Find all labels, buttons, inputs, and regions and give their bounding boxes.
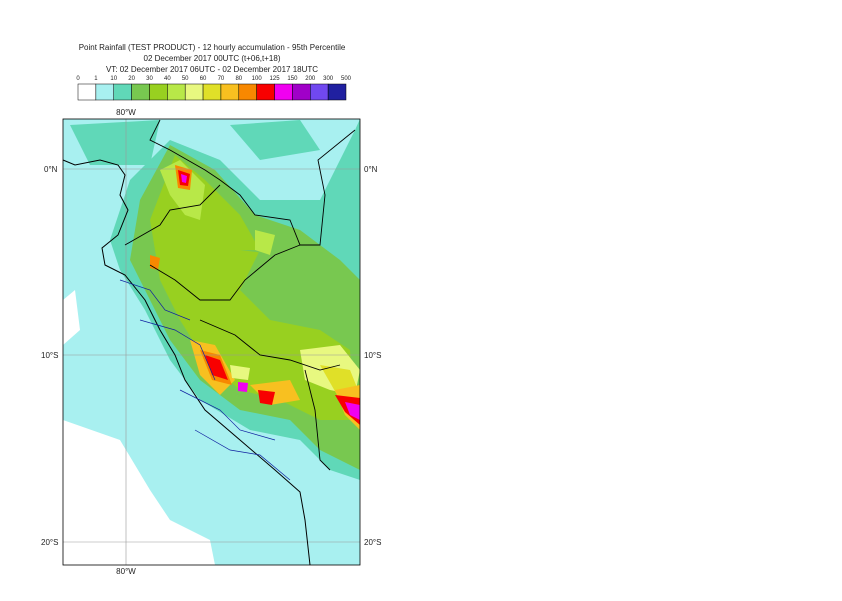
legend-label: 125: [270, 76, 281, 82]
rainfall-area: [160, 160, 205, 220]
legend-swatch: [95, 83, 114, 101]
map-overlay: 0°N 0°N 10°S 10°S 20°S 20°S 80°W 80°W: [41, 108, 381, 576]
rainfall-area: [230, 365, 250, 380]
map: [63, 119, 360, 565]
rainfall-area: [63, 290, 80, 345]
legend-label: 150: [287, 76, 298, 82]
coastline: [62, 159, 311, 566]
legend-swatch: [256, 83, 275, 101]
lat-label: 10°S: [41, 351, 58, 360]
subtitle: 02 December 2017 00UTC (t+06,t+18): [144, 54, 281, 63]
legend-label: 10: [110, 76, 117, 82]
legend-label: 300: [323, 76, 334, 82]
legend-swatch: [274, 83, 293, 101]
legend-swatch: [77, 83, 97, 101]
border: [124, 184, 341, 471]
lon-label: 80°W: [116, 567, 136, 576]
rainfall-area: [205, 355, 228, 380]
rainfall-area: [345, 402, 360, 420]
map-frame: [62, 118, 361, 566]
legend-swatch: [131, 83, 150, 101]
rainfall-area: [230, 120, 320, 160]
border: [149, 119, 356, 246]
rainfall-area: [250, 380, 300, 405]
legend-swatch: [220, 83, 240, 101]
rainfall-area: [240, 250, 360, 320]
lat-label: 0°N: [364, 165, 378, 174]
region-border: [119, 279, 291, 481]
lat-label: 20°S: [41, 538, 58, 547]
legend-swatch: [113, 83, 132, 101]
legend: 0 1 10 20 30 40 50 60 70 80 100 125 150 200 300 500: [76, 76, 352, 101]
legend-label: 500: [341, 76, 352, 82]
legend-swatch: [292, 83, 311, 101]
valid-time: VT: 02 December 2017 06UTC - 02 December…: [106, 65, 318, 74]
legend-label: 20: [128, 76, 135, 82]
legend-label: 60: [200, 76, 207, 82]
legend-swatch: [202, 83, 222, 101]
legend-label: 0: [76, 76, 80, 82]
legend-label: 30: [146, 76, 153, 82]
lon-label: 80°W: [116, 108, 136, 117]
legend-label: 50: [182, 76, 189, 82]
rainfall-area: [63, 420, 215, 565]
legend-label: 70: [218, 76, 225, 82]
legend-swatch: [149, 83, 168, 101]
legend-swatch: [238, 83, 257, 101]
legend-label: 200: [305, 76, 316, 82]
rainfall-area: [255, 230, 275, 255]
rainfall-area: [70, 120, 160, 165]
legend-label: 100: [252, 76, 263, 82]
legend-swatch: [167, 83, 186, 101]
lat-label: 20°S: [364, 538, 381, 547]
legend-label: 80: [235, 76, 242, 82]
rainfall-area: [238, 382, 248, 392]
legend-swatch: [184, 83, 204, 101]
legend-swatch: [310, 83, 329, 101]
lat-label: 0°N: [44, 165, 58, 174]
rainfall-area: [335, 395, 360, 425]
lat-label: 10°S: [364, 351, 381, 360]
legend-swatch: [327, 83, 347, 101]
legend-label: 40: [164, 76, 171, 82]
rainfall-area: [181, 174, 187, 183]
legend-label: 1: [94, 76, 98, 82]
title: Point Rainfall (TEST PRODUCT) - 12 hourl…: [79, 43, 346, 52]
rainfall-area: [258, 390, 275, 405]
